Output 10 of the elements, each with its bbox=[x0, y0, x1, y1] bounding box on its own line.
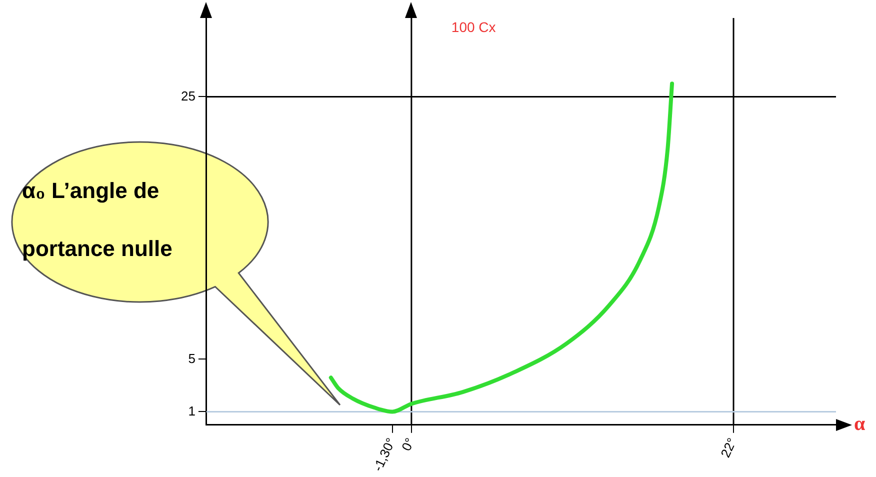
x-tick-label: 22° bbox=[718, 436, 740, 460]
y-tick-label: 25 bbox=[180, 88, 196, 104]
y-tick-label: 1 bbox=[188, 403, 196, 418]
text: α₀ L’angle de portance nulle bbox=[22, 178, 172, 261]
y-axis-title: 100 Cx bbox=[451, 18, 496, 35]
y-tick-label: 5 bbox=[188, 350, 196, 366]
x-axis-title: α bbox=[854, 413, 866, 436]
line-series bbox=[328, 82, 674, 414]
x-tick-label: -1,30° bbox=[370, 436, 398, 474]
x-tick-label: 0° bbox=[398, 436, 418, 454]
